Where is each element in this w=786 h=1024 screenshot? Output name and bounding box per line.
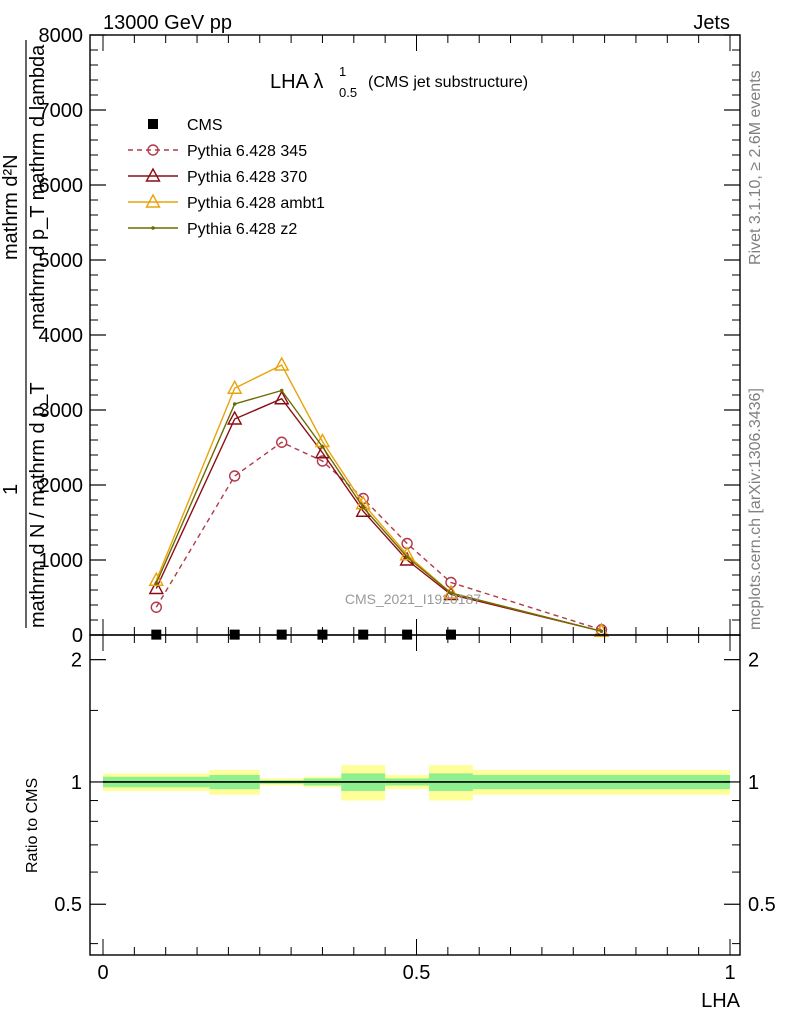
top-y-tick-label: 7000 [39,100,84,122]
legend-marker [145,167,161,182]
mcplots-label: mcplots.cern.ch [arXiv:1306.3436] [747,388,764,630]
data-point [274,390,290,405]
watermark: CMS_2021_I1920187 [345,591,481,607]
ylabel-upper: mathrm d²N [0,154,22,260]
data-point [320,444,325,449]
ratio-y-tick-label: 0.5 [54,894,82,916]
ylabel-numer: 1 [0,484,22,495]
title-suffix: (CMS jet substructure) [368,74,528,91]
legend-label: CMS [187,117,223,134]
x-tick-label: 0 [97,962,108,984]
header-right: Jets [693,12,730,34]
top-panel-axes: 0 1000 2000 3000 4000 5000 6000 7000 8000 [39,25,741,647]
ratio-panel-axes: 0.5 0.5 1 1 2 2 0 0.5 1 [54,634,776,984]
data-point [599,629,604,634]
header-left: 13000 GeV pp [103,12,232,34]
top-y-tick-label: 8000 [39,25,84,47]
series-4 [154,388,604,634]
ratio-panel-frame [89,634,741,956]
data-point [226,379,243,394]
title-sup: 1 [339,64,346,79]
x-tick-label: 0.5 [403,962,431,984]
ratio-panel-bands [103,765,730,801]
top-y-tick-label: 5000 [39,250,84,272]
legend-entry: Pythia 6.428 z2 [128,221,297,238]
ratio-y-tick-label-right: 2 [748,650,759,672]
legend-marker [151,226,155,230]
ylabel-lower: mathrm d N / mathrm d p_T [27,382,49,628]
top-panel-series [148,356,610,640]
legend-marker [145,193,161,208]
legend-label: Pythia 6.428 ambt1 [187,195,325,212]
ratio-y-label: Ratio to CMS [24,778,41,873]
series-line [155,389,602,632]
data-point [279,388,284,393]
data-point [405,555,409,559]
legend-marker [148,119,158,129]
legend: CMS Pythia 6.428 345 Pythia 6.428 370 Pythi… [128,117,325,238]
ylabel-upper2: mathrm d p_T mathrm d lambda [27,44,49,330]
series-line [155,397,602,632]
data-point [232,402,237,406]
data-point [228,470,241,482]
ratio-y-tick-label: 2 [71,650,82,672]
data-point [148,580,164,595]
top-y-tick-label: 0 [72,625,83,647]
legend-label: Pythia 6.428 345 [187,143,307,160]
legend-entry: Pythia 6.428 345 [128,143,307,160]
data-point [154,581,159,586]
title-sub: 0.5 [339,85,357,100]
ratio-y-tick-label: 1 [71,772,82,794]
top-y-label: mathrm d²N mathrm d p_T mathrm d lambda … [0,40,49,628]
data-point [226,410,243,425]
top-y-tick-label: 1000 [39,550,84,572]
legend-label: Pythia 6.428 z2 [187,221,297,238]
top-y-tick-label: 6000 [39,175,84,197]
legend-label: Pythia 6.428 370 [187,169,307,186]
legend-entry: Pythia 6.428 370 [128,167,307,186]
legend-entry: CMS [148,117,223,134]
data-point [150,601,162,613]
data-point [274,356,290,371]
data-point [443,584,459,599]
data-point [449,591,453,595]
rivet-label: Rivet 3.1.10, ≥ 2.6M events [747,70,764,265]
top-y-tick-label: 3000 [39,400,84,422]
ratio-y-tick-label-right: 0.5 [748,894,776,916]
legend-entry: Pythia 6.428 ambt1 [128,193,325,212]
series-line [155,441,602,631]
title-main: LHA λ [270,71,323,93]
top-y-tick-label: 2000 [39,475,84,497]
data-point [275,436,288,448]
legend-marker [147,144,159,156]
data-point [148,571,164,586]
ratio-y-tick-label-right: 1 [748,772,759,794]
plot-title: LHA λ 1 0.5 (CMS jet substructure) [270,64,528,100]
x-tick-label: 1 [724,962,735,984]
data-point [361,505,366,510]
top-y-tick-label: 4000 [39,325,84,347]
x-axis-label: LHA [701,990,741,1012]
